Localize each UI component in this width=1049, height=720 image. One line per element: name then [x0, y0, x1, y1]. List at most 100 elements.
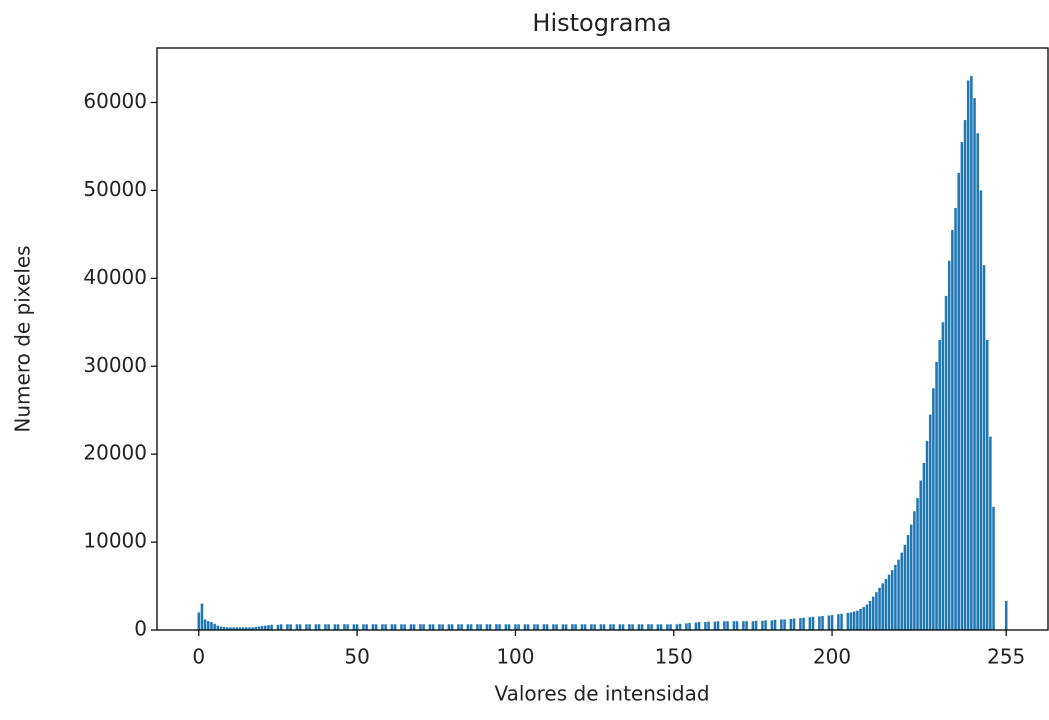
bar [913, 511, 916, 630]
bar [257, 626, 261, 630]
bar [992, 506, 995, 630]
bar [365, 624, 368, 630]
bar [897, 559, 900, 630]
bar [932, 388, 935, 630]
bar [773, 619, 777, 630]
bar [552, 624, 555, 630]
bar [754, 620, 758, 630]
bar [761, 620, 764, 630]
bar [944, 295, 948, 630]
bar [219, 626, 223, 630]
bar [488, 624, 492, 630]
bar [555, 624, 558, 630]
bar [498, 624, 501, 630]
bar [485, 624, 489, 630]
bar [264, 625, 267, 630]
bar [374, 624, 378, 630]
bar [846, 612, 850, 630]
bar [460, 624, 463, 630]
bar [583, 624, 587, 630]
bar [821, 615, 824, 630]
bar [890, 570, 894, 630]
bar [884, 579, 888, 630]
bar [241, 627, 245, 630]
bar [799, 618, 802, 630]
bar [514, 624, 517, 630]
bar [495, 624, 498, 630]
bar [894, 564, 897, 630]
bar [441, 624, 444, 630]
bar [678, 623, 682, 630]
bar [878, 587, 881, 630]
bar [650, 624, 653, 630]
bar [875, 592, 878, 630]
bar [324, 624, 327, 630]
bar [286, 624, 289, 630]
x-tick-label: 0 [192, 645, 205, 669]
bar [906, 535, 910, 630]
bar [723, 621, 726, 630]
bar [979, 190, 983, 630]
bar [270, 624, 273, 630]
x-tick-label: 255 [987, 645, 1025, 669]
bar [970, 76, 973, 630]
bar [669, 624, 672, 630]
bar [735, 621, 739, 630]
bar [1004, 600, 1008, 630]
bar [732, 621, 736, 630]
bar [574, 624, 577, 630]
bar [903, 544, 907, 630]
bar [213, 623, 216, 630]
bar [780, 619, 783, 630]
y-tick-label: 40000 [83, 265, 147, 289]
bar [542, 624, 546, 630]
bar [938, 339, 941, 630]
bar [973, 98, 976, 630]
bar [200, 603, 204, 630]
y-tick-label: 0 [134, 617, 147, 641]
y-axis-label: Numero de pixeles [11, 245, 35, 432]
y-tick-label: 10000 [83, 529, 147, 553]
bar [466, 624, 470, 630]
bar [279, 624, 283, 630]
bar [647, 624, 650, 630]
bar [238, 627, 242, 630]
bar [276, 624, 280, 630]
bar [856, 610, 859, 630]
bar [314, 624, 318, 630]
bar [764, 620, 767, 630]
bar [260, 626, 264, 630]
bar [609, 624, 612, 630]
bar [925, 440, 929, 630]
bar [631, 624, 634, 630]
bar [517, 624, 520, 630]
bar [900, 552, 903, 630]
bar [289, 624, 292, 630]
bar [716, 621, 720, 630]
bar [393, 624, 397, 630]
bar [526, 624, 530, 630]
bar [837, 614, 840, 630]
y-tick-label: 30000 [83, 353, 147, 377]
bar [545, 624, 549, 630]
bar [694, 622, 698, 630]
bar [928, 414, 932, 630]
bar [305, 624, 308, 630]
bar [479, 624, 482, 630]
bar [859, 608, 862, 630]
bar [222, 626, 226, 630]
bar [229, 627, 232, 630]
bar [770, 620, 774, 630]
bar [830, 615, 834, 630]
bar [419, 624, 422, 630]
bar [390, 624, 394, 630]
bar [599, 624, 603, 630]
bar [808, 617, 812, 630]
bar [298, 624, 302, 630]
bar [745, 621, 748, 630]
x-tick-label: 100 [496, 645, 534, 669]
bar [428, 624, 432, 630]
bar [792, 618, 796, 630]
bar [982, 265, 986, 630]
bar [438, 624, 441, 630]
